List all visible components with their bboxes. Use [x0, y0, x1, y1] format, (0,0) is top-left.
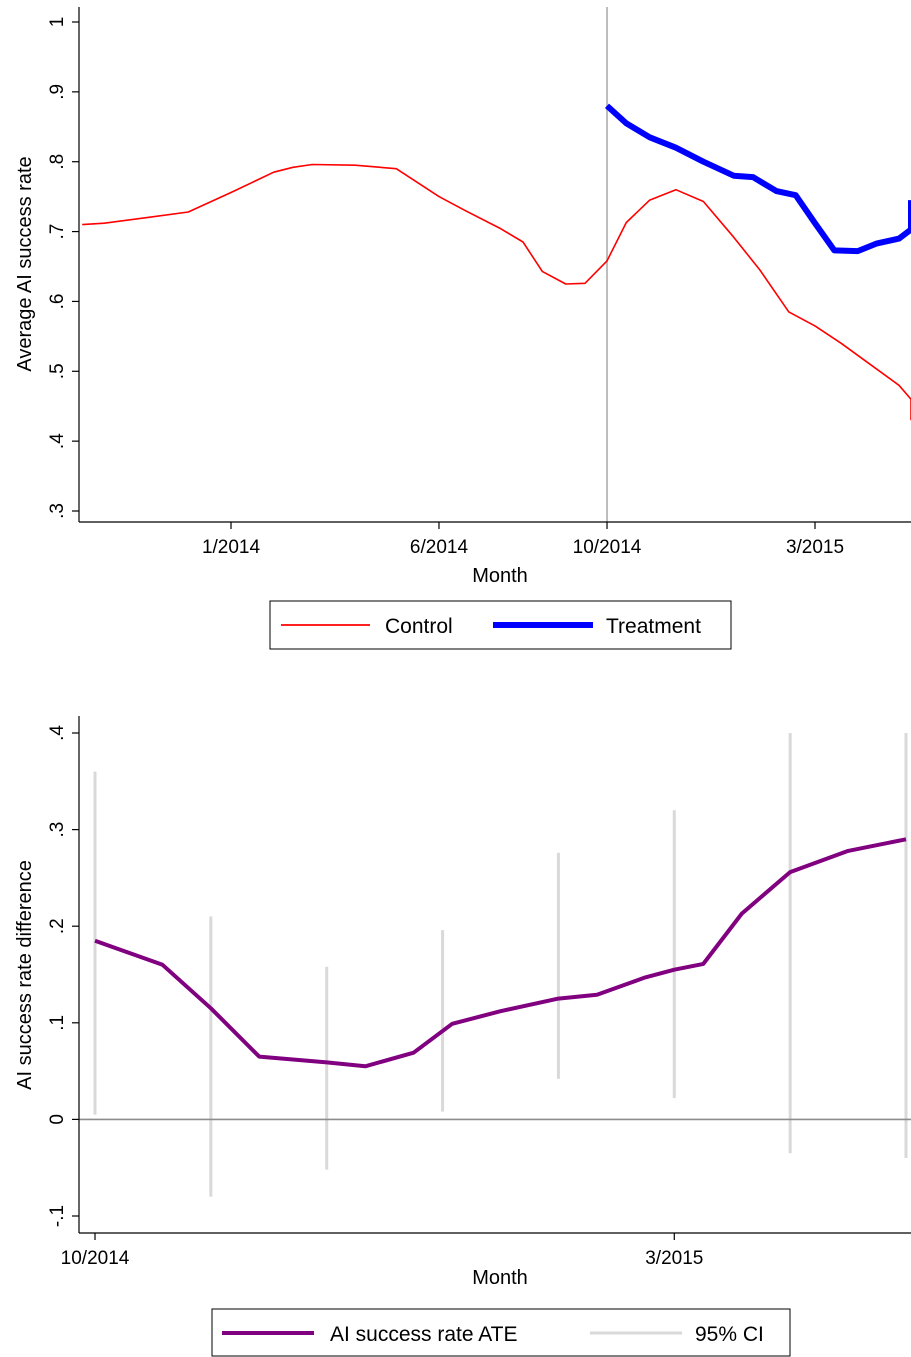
chart-2-plot-area — [79, 733, 911, 1197]
chart-2-x-axis-title: Month — [472, 1267, 528, 1289]
legend-label-control: Control — [385, 615, 453, 638]
chart-2-x-tick-label: 3/2015 — [645, 1248, 703, 1269]
chart-1-y-tick-label: .7 — [47, 224, 68, 240]
chart-1-y-tick-label: .9 — [47, 84, 68, 100]
chart-1-x-tick-label: 10/2014 — [573, 537, 642, 558]
chart-2-y-tick-label: .1 — [47, 1015, 68, 1031]
chart-1-x-tick-label: 3/2015 — [786, 537, 844, 558]
chart-1-series-control-line — [82, 163, 911, 421]
legend-label-treatment: Treatment — [606, 615, 701, 638]
chart-1-y-tick-label: .3 — [47, 503, 68, 519]
chart-1-y-tick-label: .5 — [47, 363, 68, 379]
chart-1-y-axis-title: Average AI success rate — [14, 156, 36, 371]
chart-1-x-axis-title: Month — [472, 565, 528, 587]
legend-label-ci: 95% CI — [695, 1323, 764, 1346]
chart-2-series-ate-line — [94, 837, 907, 1069]
chart-2-y-axis-title: AI success rate difference — [14, 860, 36, 1090]
chart-1: .3 .4 .5 .6 .7 .8 .9 1 1/2014 6/2014 10/2014 3/201… — [14, 7, 911, 650]
chart-1-y-tick-label: 1 — [47, 17, 68, 28]
chart-2-y-tick-label: -.1 — [47, 1205, 68, 1227]
chart-2-legend: AI success rate ATE 95% CI — [211, 1308, 791, 1357]
chart-1-y-tick-label: .8 — [47, 154, 68, 170]
chart-1-plot-area — [82, 7, 911, 522]
chart-1-legend: Control Treatment — [269, 600, 732, 650]
chart-1-y-tick-label: .6 — [47, 293, 68, 309]
chart-2: -.1 0 .1 .2 .3 .4 10/2014 3/2015 AI success ra… — [14, 716, 911, 1357]
chart-2-y-tick-label: .4 — [47, 725, 68, 741]
chart-2-y-tick-label: .2 — [47, 918, 68, 934]
chart-1-series-treatment-line — [604, 103, 911, 255]
legend-label-ate: AI success rate ATE — [330, 1323, 518, 1346]
chart-2-y-tick-label: .3 — [47, 822, 68, 838]
chart-2-x-tick-label: 10/2014 — [61, 1248, 130, 1269]
chart-2-y-tick-label: 0 — [47, 1114, 68, 1125]
chart-1-y-tick-label: .4 — [47, 433, 68, 449]
chart-1-x-tick-label: 6/2014 — [410, 537, 469, 558]
chart-1-x-tick-label: 1/2014 — [202, 537, 261, 558]
